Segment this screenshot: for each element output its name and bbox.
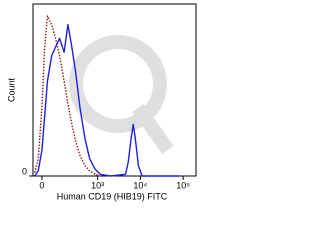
series-line [34,15,101,177]
x-tick-label: 10⁴ [133,180,147,190]
series-line [34,23,179,177]
x-tick-label: 10⁵ [176,180,190,190]
y-axis-label: Count [6,78,16,103]
watermark [69,35,174,155]
plot-frame [32,3,197,177]
x-tick-label: 10³ [91,180,104,190]
x-tick-label: 0 [39,180,44,190]
chart: Count Human CD19 (HIB19) FITC 0 10³ 10⁴ 10⁵… [6,3,197,201]
x-axis-label: Human CD19 (HIB19) FITC [57,191,168,201]
page: Count Human CD19 (HIB19) FITC 0 10³ 10⁴ 10⁵… [6,3,197,202]
y-tick-label: 0 [22,166,27,176]
